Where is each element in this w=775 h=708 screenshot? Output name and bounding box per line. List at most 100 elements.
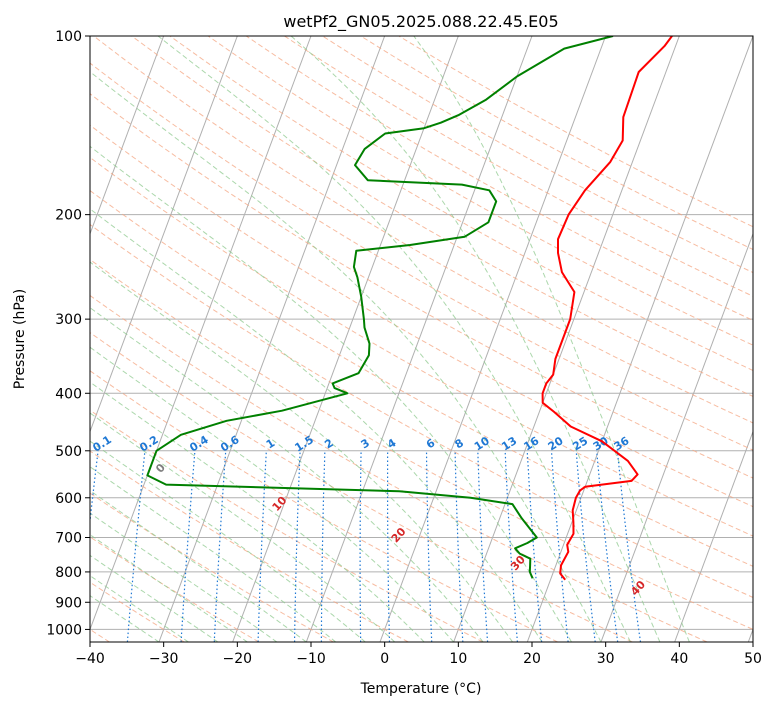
y-tick-label: 300 <box>55 312 82 328</box>
x-axis: −40 −30 −20 −10 0 10 20 30 40 50 <box>75 642 762 667</box>
x-tick-label: 40 <box>670 651 688 667</box>
y-tick-label: 100 <box>55 29 82 45</box>
dry-adiabat-line <box>90 450 409 642</box>
moist-adiabat-line <box>90 466 337 642</box>
x-tick-label: −20 <box>223 651 253 667</box>
mixing-ratio-line <box>213 450 227 642</box>
y-axis: 100 200 300 400 500 600 700 800 900 1000 <box>46 29 90 638</box>
isotherm-line <box>674 430 753 642</box>
x-tick-label: −30 <box>149 651 179 667</box>
dry-adiabat-line <box>90 223 753 598</box>
dry-adiabat-line <box>90 331 633 642</box>
isotherm-line <box>453 36 680 642</box>
dry-adiabat-line <box>90 409 484 642</box>
x-tick-label: 30 <box>597 651 615 667</box>
y-tick-label: 200 <box>55 208 82 224</box>
profile-lines <box>146 36 673 581</box>
moist-adiabat-line <box>90 346 455 642</box>
dry-adiabat-label: -10 <box>4 421 27 445</box>
plot-frame <box>89 35 754 643</box>
dry-adiabat-label: 0 <box>153 461 168 476</box>
temperature-profile-line <box>541 36 673 581</box>
dry-adiabat-line <box>90 258 753 630</box>
dry-adiabat-line <box>245 36 753 321</box>
background-line-labels: 0.10.20.40.611.52346810131620253036-100-… <box>4 421 648 598</box>
moist-adiabat-line <box>90 490 307 642</box>
moist-adiabat-line <box>90 145 572 642</box>
mixing-ratio-line <box>477 450 489 642</box>
mixing-ratio-line <box>257 450 267 642</box>
mixing-ratio-line <box>126 450 146 642</box>
mixing-ratio-label: 2 <box>322 436 335 451</box>
moist-adiabat-line <box>90 412 396 642</box>
dewpoint-profile-line <box>146 36 614 579</box>
dry-adiabat-line <box>90 62 753 451</box>
isotherm-line <box>526 36 753 642</box>
mixing-ratio-line <box>616 450 642 642</box>
mixing-ratio-line <box>550 450 569 642</box>
mixing-ratio-line <box>294 450 301 642</box>
dry-adiabat-line <box>90 370 558 642</box>
dry-adiabat-line <box>90 294 708 642</box>
mixing-ratio-line <box>526 450 543 642</box>
dry-adiabat-label: 20 <box>389 525 409 545</box>
moist-adiabat-line <box>90 440 366 642</box>
moist-adiabat-line <box>90 512 278 642</box>
moist-adiabat-line <box>90 554 219 642</box>
dry-adiabat-line <box>90 536 260 642</box>
isotherm-line <box>747 627 753 642</box>
x-tick-label: 50 <box>744 651 762 667</box>
mixing-ratio-line <box>596 450 619 642</box>
dry-adiabat-line <box>90 93 753 479</box>
background-lines <box>90 36 753 642</box>
moist-adiabat-line <box>90 208 543 642</box>
x-axis-title: Temperature (°C) <box>360 681 482 697</box>
mixing-ratio-label: 4 <box>385 436 399 451</box>
dry-adiabat-line <box>169 36 753 372</box>
y-tick-label: 900 <box>55 595 82 611</box>
mixing-ratio-label: 1.5 <box>293 433 316 454</box>
dry-adiabat-line <box>90 124 753 508</box>
y-tick-label: 800 <box>55 565 82 581</box>
mixing-ratio-line <box>387 450 391 642</box>
y-tick-label: 600 <box>55 491 82 507</box>
mixing-ratio-line <box>454 450 464 642</box>
dry-adiabat-line <box>322 36 753 274</box>
moist-adiabat-line <box>157 36 631 642</box>
mixing-ratio-line <box>575 450 596 642</box>
x-tick-label: −40 <box>75 651 105 667</box>
moist-adiabat-line <box>90 261 513 642</box>
mixing-ratio-label: 8 <box>453 436 466 451</box>
dry-adiabat-line <box>284 36 753 297</box>
mixing-ratio-line <box>90 450 99 527</box>
isotherm-line <box>379 36 607 642</box>
moist-adiabat-line <box>413 36 690 642</box>
y-tick-label: 400 <box>55 386 82 402</box>
isotherm-line <box>90 36 165 236</box>
dry-adiabat-line <box>90 492 334 642</box>
mixing-ratio-line <box>359 450 362 642</box>
y-tick-label: 700 <box>55 531 82 547</box>
chart-title: wetPf2_GN05.2025.088.22.45.E05 <box>283 12 558 32</box>
isotherm-line <box>90 36 312 631</box>
x-tick-label: −10 <box>296 651 326 667</box>
y-axis-title: Pressure (hPa) <box>12 289 28 389</box>
mixing-ratio-label: 0.1 <box>90 433 113 454</box>
y-tick-label: 1000 <box>46 622 82 638</box>
y-tick-label: 500 <box>55 444 82 460</box>
moist-adiabat-line <box>90 71 602 642</box>
dry-adiabat-label: 40 <box>628 578 648 598</box>
mixing-ratio-label: 6 <box>424 436 438 451</box>
moist-adiabat-line <box>90 307 484 642</box>
isotherm-line <box>158 36 386 642</box>
mixing-ratio-label: 1 <box>264 436 277 451</box>
x-tick-label: 20 <box>523 651 541 667</box>
isotherm-line <box>600 232 753 642</box>
dry-adiabat-line <box>207 36 753 346</box>
mixing-ratio-line <box>425 450 433 642</box>
isotherm-line <box>90 36 238 434</box>
mixing-ratio-line <box>180 450 196 642</box>
isotherm-line <box>232 36 459 642</box>
x-tick-label: 10 <box>449 651 467 667</box>
